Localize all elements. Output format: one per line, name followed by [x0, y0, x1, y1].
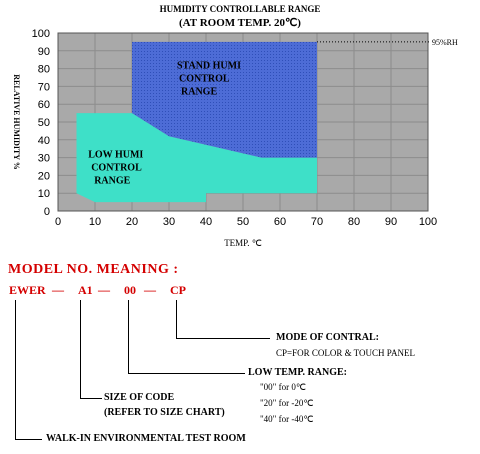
y-tick-80: 80	[38, 64, 50, 76]
y-tick-40: 40	[38, 135, 50, 147]
plot-frame	[57, 32, 429, 212]
x-tick-30: 30	[163, 216, 175, 228]
code-dash-1: —	[52, 283, 64, 297]
x-tick-70: 70	[311, 216, 323, 228]
code-ewer: EWER	[9, 283, 46, 297]
low-humi-label-line-1: LOW HUMI	[88, 150, 143, 161]
y-axis-label: RELATIVE HUMIDITY %	[12, 74, 21, 170]
chart-title: HUMIDITY CONTROLLABLE RANGE	[159, 4, 321, 14]
x-tick-50: 50	[237, 216, 249, 228]
y-tick-60: 60	[38, 99, 50, 111]
chart-subtitle: (AT ROOM TEMP. 20℃)	[179, 17, 301, 29]
code-dash-2: —	[98, 283, 110, 297]
y-tick-10: 10	[38, 188, 50, 200]
y-tick-0: 0	[44, 206, 50, 218]
low-humi-region	[76, 113, 317, 203]
leader-ewer-horizontal	[15, 439, 42, 440]
model-title: MODEL NO. MEANING :	[8, 262, 179, 277]
low-temp-line-3: "40" for -40℃	[260, 414, 314, 424]
y-tick-100: 100	[32, 28, 50, 40]
low-humi-label-line-3: RANGE	[94, 176, 130, 187]
low-temp-label: LOW TEMP. RANGE:	[248, 367, 347, 378]
stand-humi-region	[132, 41, 317, 158]
low-temp-line-1: "00" for 0℃	[260, 382, 306, 392]
rh95-label: 95%RH	[432, 38, 458, 47]
leader-cp-vertical	[176, 300, 177, 338]
stand-humi-label-line-2: CONTROL	[179, 74, 230, 85]
leader-cp-horizontal	[176, 338, 270, 339]
x-tick-60: 60	[274, 216, 286, 228]
code-cp: CP	[170, 283, 186, 297]
y-tick-90: 90	[38, 46, 50, 58]
size-label: SIZE OF CODE	[104, 392, 175, 403]
low-temp-line-2: "20" for -20℃	[260, 398, 314, 408]
low-humi-label-line-2: CONTROL	[91, 163, 142, 174]
leader-00-vertical	[128, 300, 129, 373]
leader-a1-vertical	[80, 300, 81, 398]
leader-00-horizontal	[128, 373, 245, 374]
mode-desc: CP=FOR COLOR & TOUCH PANEL	[276, 348, 415, 358]
code-dash-3: —	[144, 283, 156, 297]
x-tick-100: 100	[419, 216, 437, 228]
code-00: 00	[124, 283, 136, 297]
x-tick-20: 20	[126, 216, 138, 228]
stand-humi-label-line-3: RANGE	[181, 87, 217, 98]
mode-label: MODE OF CONTRAL:	[276, 332, 379, 343]
x-tick-10: 10	[89, 216, 101, 228]
walkin-label: WALK-IN ENVIRONMENTAL TEST ROOM	[46, 433, 246, 444]
stand-humi-label-line-1: STAND HUMI	[177, 61, 241, 72]
y-tick-50: 50	[38, 117, 50, 129]
y-tick-70: 70	[38, 81, 50, 93]
x-axis-label: TEMP. ℃	[224, 238, 262, 248]
humidity-chart: LOW HUMI CONTROL RANGE STAND HUMI CONTROL RAN…	[12, 28, 458, 248]
leader-a1-horizontal	[80, 398, 102, 399]
size-desc: (REFER TO SIZE CHART)	[104, 407, 225, 418]
y-tick-30: 30	[38, 153, 50, 165]
x-tick-80: 80	[348, 216, 360, 228]
x-tick-0: 0	[55, 216, 61, 228]
code-a1: A1	[78, 283, 93, 297]
leader-ewer-vertical	[15, 300, 16, 439]
x-tick-40: 40	[200, 216, 212, 228]
y-tick-20: 20	[38, 170, 50, 182]
x-tick-90: 90	[385, 216, 397, 228]
